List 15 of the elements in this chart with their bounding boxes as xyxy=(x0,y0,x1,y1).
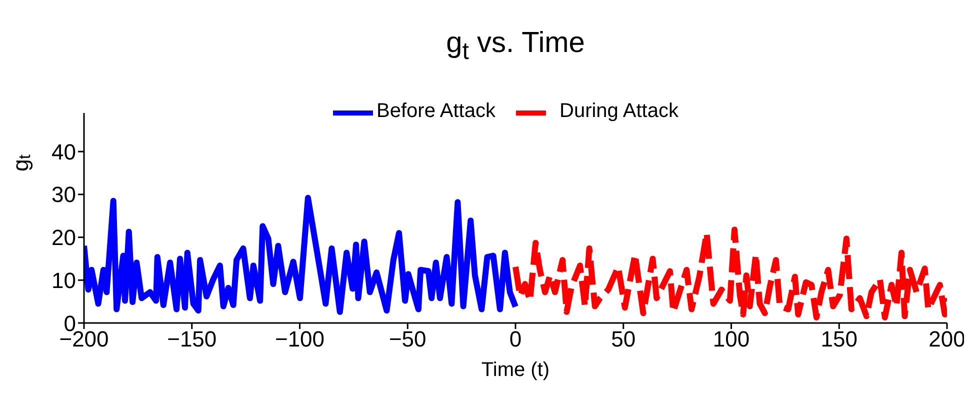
x-axis-title: Time (t) xyxy=(481,359,550,381)
x-tick-label: 100 xyxy=(712,326,750,352)
x-tick-label: −50 xyxy=(388,326,426,352)
y-tick-label: 30 xyxy=(52,182,76,208)
chart-title: g$_{t}$ vs. Time xyxy=(445,26,586,65)
legend-label: During Attack xyxy=(560,100,678,122)
y-tick-label: 20 xyxy=(52,225,76,250)
y-tick-label: 40 xyxy=(52,139,76,164)
x-tick-label: 150 xyxy=(820,326,858,352)
x-tick-label: 50 xyxy=(611,326,636,352)
x-tick-label: −100 xyxy=(274,326,325,352)
x-tick-label: 0 xyxy=(509,326,522,352)
y-tick-label: 10 xyxy=(52,268,76,293)
x-tick-label: −150 xyxy=(167,326,217,352)
legend-label: Before Attack xyxy=(376,100,496,122)
